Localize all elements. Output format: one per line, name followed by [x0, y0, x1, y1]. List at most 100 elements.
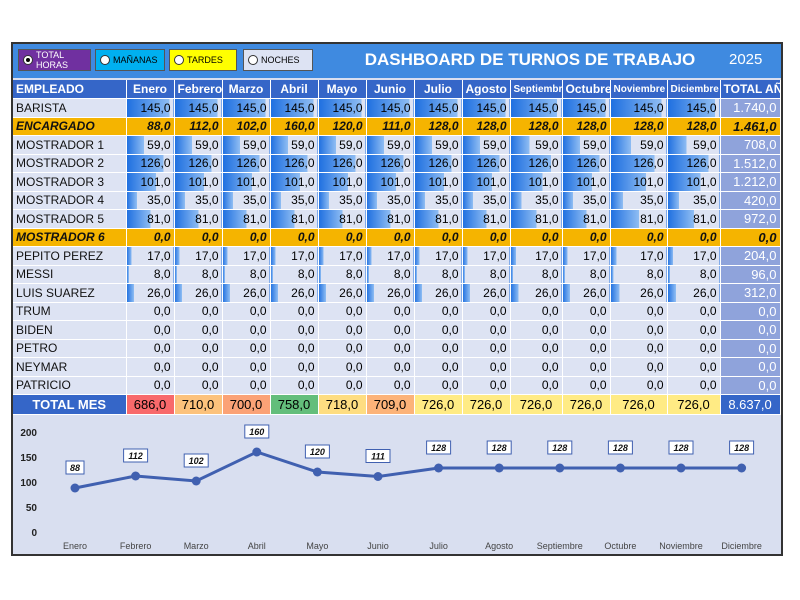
hours-cell[interactable]: 59,0: [270, 135, 319, 155]
hours-cell[interactable]: 81,0: [610, 209, 668, 229]
hours-cell[interactable]: 81,0: [174, 209, 223, 229]
hours-cell[interactable]: 0,0: [610, 228, 668, 247]
hours-cell[interactable]: 0,0: [174, 228, 223, 247]
hours-cell[interactable]: 8,0: [318, 265, 367, 284]
hours-cell[interactable]: 101,0: [414, 172, 463, 192]
hours-cell[interactable]: 0,0: [126, 376, 175, 395]
hours-cell[interactable]: 0,0: [126, 228, 175, 247]
hours-cell[interactable]: 101,0: [366, 172, 415, 192]
hours-cell[interactable]: 0,0: [270, 228, 319, 247]
hours-cell[interactable]: 101,0: [126, 172, 175, 192]
hours-cell[interactable]: 0,0: [667, 228, 721, 247]
hours-cell[interactable]: 0,0: [462, 302, 511, 321]
hours-cell[interactable]: 81,0: [414, 209, 463, 229]
hours-cell[interactable]: 126,0: [174, 154, 223, 173]
hours-cell[interactable]: 0,0: [222, 339, 271, 358]
hours-cell[interactable]: 0,0: [562, 339, 611, 358]
hours-cell[interactable]: 0,0: [562, 357, 611, 377]
hours-cell[interactable]: 126,0: [222, 154, 271, 173]
employee-name[interactable]: NEYMAR: [13, 357, 127, 377]
hours-cell[interactable]: 8,0: [462, 265, 511, 284]
employee-name[interactable]: TRUM: [13, 302, 127, 321]
hours-cell[interactable]: 102,0: [222, 117, 271, 136]
employee-name[interactable]: MOSTRADOR 1: [13, 135, 127, 155]
hours-cell[interactable]: 0,0: [366, 320, 415, 340]
hours-cell[interactable]: 101,0: [667, 172, 721, 192]
hours-cell[interactable]: 0,0: [414, 228, 463, 247]
hours-cell[interactable]: 26,0: [414, 283, 463, 303]
hours-cell[interactable]: 0,0: [510, 228, 563, 247]
hours-cell[interactable]: 17,0: [270, 246, 319, 266]
hours-cell[interactable]: 0,0: [510, 376, 563, 395]
hours-cell[interactable]: 35,0: [222, 191, 271, 210]
hours-cell[interactable]: 0,0: [414, 320, 463, 340]
hours-cell[interactable]: 0,0: [126, 339, 175, 358]
hours-cell[interactable]: 0,0: [667, 320, 721, 340]
hours-cell[interactable]: 8,0: [610, 265, 668, 284]
hours-cell[interactable]: 0,0: [462, 320, 511, 340]
hours-cell[interactable]: 0,0: [318, 357, 367, 377]
hours-cell[interactable]: 26,0: [174, 283, 223, 303]
hours-cell[interactable]: 8,0: [270, 265, 319, 284]
hours-cell[interactable]: 0,0: [174, 302, 223, 321]
hours-cell[interactable]: 0,0: [414, 339, 463, 358]
hours-cell[interactable]: 126,0: [562, 154, 611, 173]
hours-cell[interactable]: 17,0: [366, 246, 415, 266]
hours-cell[interactable]: 101,0: [510, 172, 563, 192]
hours-cell[interactable]: 0,0: [510, 302, 563, 321]
hours-cell[interactable]: 0,0: [610, 376, 668, 395]
hours-cell[interactable]: 81,0: [462, 209, 511, 229]
option-mananas[interactable]: MAÑANAS: [95, 49, 165, 71]
hours-cell[interactable]: 0,0: [510, 357, 563, 377]
hours-cell[interactable]: 81,0: [562, 209, 611, 229]
hours-cell[interactable]: 81,0: [222, 209, 271, 229]
hours-cell[interactable]: 0,0: [318, 339, 367, 358]
hours-cell[interactable]: 120,0: [318, 117, 367, 136]
hours-cell[interactable]: 0,0: [270, 320, 319, 340]
hours-cell[interactable]: 81,0: [318, 209, 367, 229]
employee-name[interactable]: MESSI: [13, 265, 127, 284]
hours-cell[interactable]: 59,0: [462, 135, 511, 155]
hours-cell[interactable]: 0,0: [222, 228, 271, 247]
radio-icon[interactable]: [100, 55, 110, 65]
hours-cell[interactable]: 0,0: [174, 320, 223, 340]
hours-cell[interactable]: 0,0: [270, 302, 319, 321]
hours-cell[interactable]: 128,0: [510, 117, 563, 136]
hours-cell[interactable]: 0,0: [562, 376, 611, 395]
hours-cell[interactable]: 0,0: [610, 320, 668, 340]
hours-cell[interactable]: 0,0: [222, 357, 271, 377]
hours-cell[interactable]: 26,0: [270, 283, 319, 303]
hours-cell[interactable]: 0,0: [126, 320, 175, 340]
hours-cell[interactable]: 0,0: [610, 302, 668, 321]
hours-cell[interactable]: 145,0: [610, 98, 668, 118]
hours-cell[interactable]: 0,0: [270, 376, 319, 395]
hours-cell[interactable]: 0,0: [562, 302, 611, 321]
hours-cell[interactable]: 17,0: [610, 246, 668, 266]
hours-cell[interactable]: 0,0: [222, 376, 271, 395]
hours-cell[interactable]: 35,0: [414, 191, 463, 210]
hours-cell[interactable]: 17,0: [222, 246, 271, 266]
hours-cell[interactable]: 128,0: [610, 117, 668, 136]
hours-cell[interactable]: 128,0: [462, 117, 511, 136]
option-tardes[interactable]: TARDES: [169, 49, 237, 71]
hours-cell[interactable]: 145,0: [667, 98, 721, 118]
hours-cell[interactable]: 81,0: [510, 209, 563, 229]
hours-cell[interactable]: 59,0: [610, 135, 668, 155]
hours-cell[interactable]: 8,0: [366, 265, 415, 284]
radio-icon[interactable]: [174, 55, 184, 65]
hours-cell[interactable]: 0,0: [174, 339, 223, 358]
hours-cell[interactable]: 59,0: [174, 135, 223, 155]
employee-name[interactable]: MOSTRADOR 3: [13, 172, 127, 192]
hours-cell[interactable]: 0,0: [222, 302, 271, 321]
hours-cell[interactable]: 81,0: [667, 209, 721, 229]
hours-cell[interactable]: 0,0: [126, 357, 175, 377]
hours-cell[interactable]: 128,0: [414, 117, 463, 136]
hours-cell[interactable]: 59,0: [414, 135, 463, 155]
hours-cell[interactable]: 59,0: [667, 135, 721, 155]
hours-cell[interactable]: 0,0: [667, 376, 721, 395]
hours-cell[interactable]: 0,0: [414, 376, 463, 395]
hours-cell[interactable]: 17,0: [414, 246, 463, 266]
hours-cell[interactable]: 8,0: [174, 265, 223, 284]
hours-cell[interactable]: 0,0: [270, 339, 319, 358]
hours-cell[interactable]: 0,0: [462, 357, 511, 377]
